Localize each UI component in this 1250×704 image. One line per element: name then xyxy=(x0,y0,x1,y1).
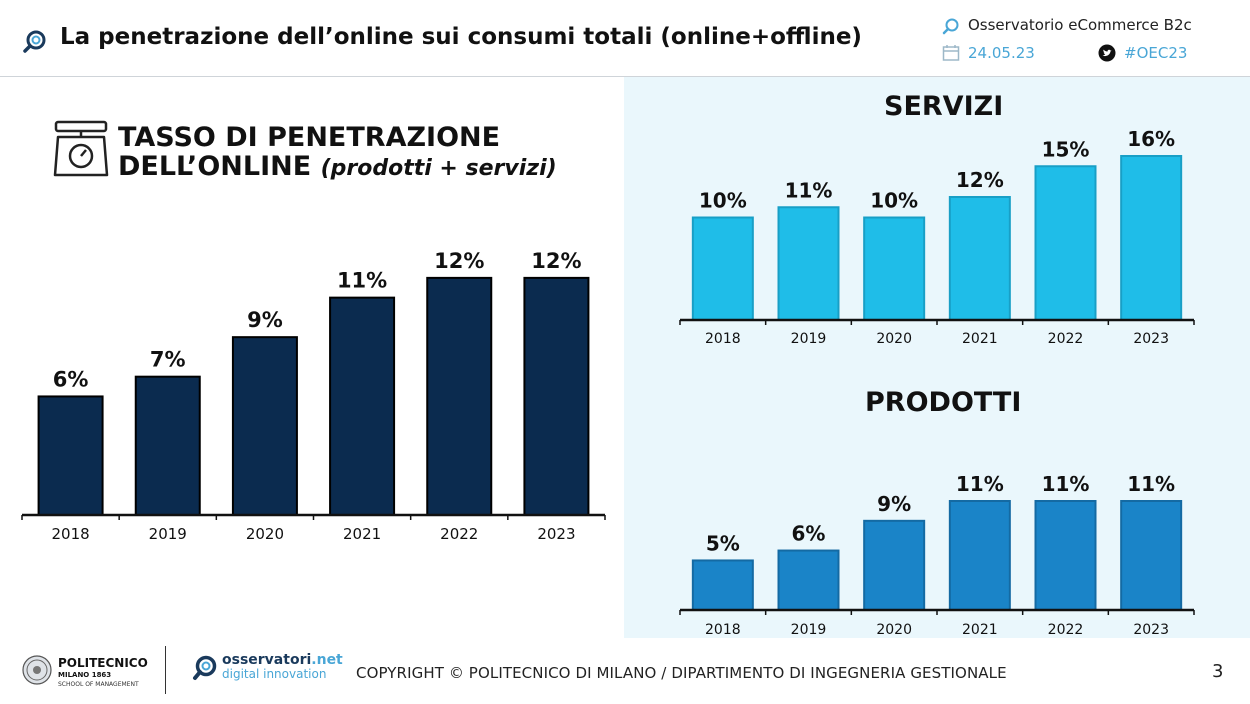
data-label: 16% xyxy=(1127,127,1175,151)
seal-icon xyxy=(22,655,52,685)
data-label: 15% xyxy=(1042,137,1090,161)
search-icon xyxy=(942,18,959,35)
politecnico-name: POLITECNICO xyxy=(58,656,148,670)
data-label: 10% xyxy=(870,189,918,213)
data-label: 11% xyxy=(1127,472,1175,496)
servizi-chart: 10% 2018 11% 2019 10% 2020 12% 2021 15% 2022 16% 20… xyxy=(679,127,1195,347)
osservatori-tagline: digital innovation xyxy=(222,667,327,681)
bar xyxy=(37,395,104,516)
hashtag-label: #OEC23 xyxy=(1124,44,1188,62)
prodotti-title: PRODOTTI xyxy=(865,387,1022,418)
data-label: 9% xyxy=(877,492,911,516)
x-tick-label: 2023 xyxy=(1133,331,1169,347)
osservatori-name: osservatori xyxy=(222,652,312,668)
prodotti-chart: 5% 2018 6% 2019 9% 2020 11% 2021 11% 2022 11% 2023 xyxy=(679,472,1195,638)
copyright-text: COPYRIGHT © POLITECNICO DI MILANO / DIPA… xyxy=(356,664,1007,682)
header: La penetrazione dell’online sui consumi … xyxy=(0,0,1250,77)
x-tick-label: 2021 xyxy=(962,331,998,347)
left-title-line1: TASSO DI PENETRAZIONE xyxy=(118,122,501,153)
date-label: 24.05.23 xyxy=(968,44,1035,62)
bar xyxy=(948,500,1011,611)
data-label: 7% xyxy=(150,348,186,372)
page-number: 3 xyxy=(1212,661,1224,682)
x-tick-label: 2022 xyxy=(1048,622,1084,638)
data-label: 10% xyxy=(699,189,747,213)
bar xyxy=(863,216,926,321)
politecnico-school: SCHOOL OF MANAGEMENT xyxy=(58,681,139,688)
x-tick-label: 2018 xyxy=(705,331,741,347)
data-label: 9% xyxy=(247,308,283,332)
left-title-subtitle: (prodotti + servizi) xyxy=(320,156,557,182)
bar xyxy=(777,549,840,612)
bar xyxy=(134,375,201,516)
x-tick-label: 2019 xyxy=(149,525,187,543)
bar xyxy=(777,206,840,321)
politecnico-city: MILANO 1863 xyxy=(58,671,112,679)
search-icon xyxy=(193,655,217,680)
page-title: La penetrazione dell’online sui consumi … xyxy=(60,24,862,50)
data-label: 6% xyxy=(53,367,89,391)
bar xyxy=(1034,165,1097,321)
x-tick-label: 2022 xyxy=(440,525,478,543)
bar xyxy=(1120,500,1183,611)
footer-divider xyxy=(165,646,166,694)
servizi-title: SERVIZI xyxy=(884,91,1004,122)
data-label: 11% xyxy=(337,269,387,293)
calendar-icon xyxy=(942,45,960,61)
x-tick-label: 2023 xyxy=(537,525,575,543)
x-tick-label: 2021 xyxy=(962,622,998,638)
x-tick-label: 2020 xyxy=(876,622,912,638)
bar xyxy=(1120,155,1183,321)
bar xyxy=(691,559,754,611)
bar xyxy=(329,296,396,517)
total-penetration-chart: 6% 2018 7% 2019 9% 2020 11% 2021 12% 2022 12% 2023 xyxy=(21,249,606,543)
x-tick-label: 2020 xyxy=(246,525,284,543)
x-tick-label: 2020 xyxy=(876,331,912,347)
search-icon xyxy=(23,30,46,53)
data-label: 12% xyxy=(531,249,581,273)
bar xyxy=(863,519,926,611)
data-label: 5% xyxy=(706,531,740,555)
data-label: 12% xyxy=(434,249,484,273)
bar xyxy=(523,276,590,516)
x-tick-label: 2021 xyxy=(343,525,381,543)
bar xyxy=(426,276,493,516)
x-tick-label: 2019 xyxy=(791,622,827,638)
bar xyxy=(1034,500,1097,611)
data-label: 11% xyxy=(956,472,1004,496)
bar xyxy=(231,336,298,516)
x-tick-label: 2022 xyxy=(1048,331,1084,347)
data-label: 6% xyxy=(792,522,826,546)
x-tick-label: 2019 xyxy=(791,331,827,347)
left-title-line2: DELL’ONLINE xyxy=(118,151,312,183)
x-tick-label: 2018 xyxy=(51,525,89,543)
left-chart-title: TASSO DI PENETRAZIONE DELL’ONLINE (prodo… xyxy=(118,123,557,181)
data-label: 11% xyxy=(785,178,833,202)
x-tick-label: 2023 xyxy=(1133,622,1169,638)
x-tick-label: 2018 xyxy=(705,622,741,638)
bar xyxy=(948,196,1011,321)
twitter-icon xyxy=(1098,44,1116,62)
data-label: 12% xyxy=(956,168,1004,192)
brand-label: Osservatorio eCommerce B2c xyxy=(968,16,1192,34)
scale-icon xyxy=(53,120,109,177)
osservatori-net: .net xyxy=(311,652,343,668)
bar xyxy=(691,216,754,321)
data-label: 11% xyxy=(1042,472,1090,496)
